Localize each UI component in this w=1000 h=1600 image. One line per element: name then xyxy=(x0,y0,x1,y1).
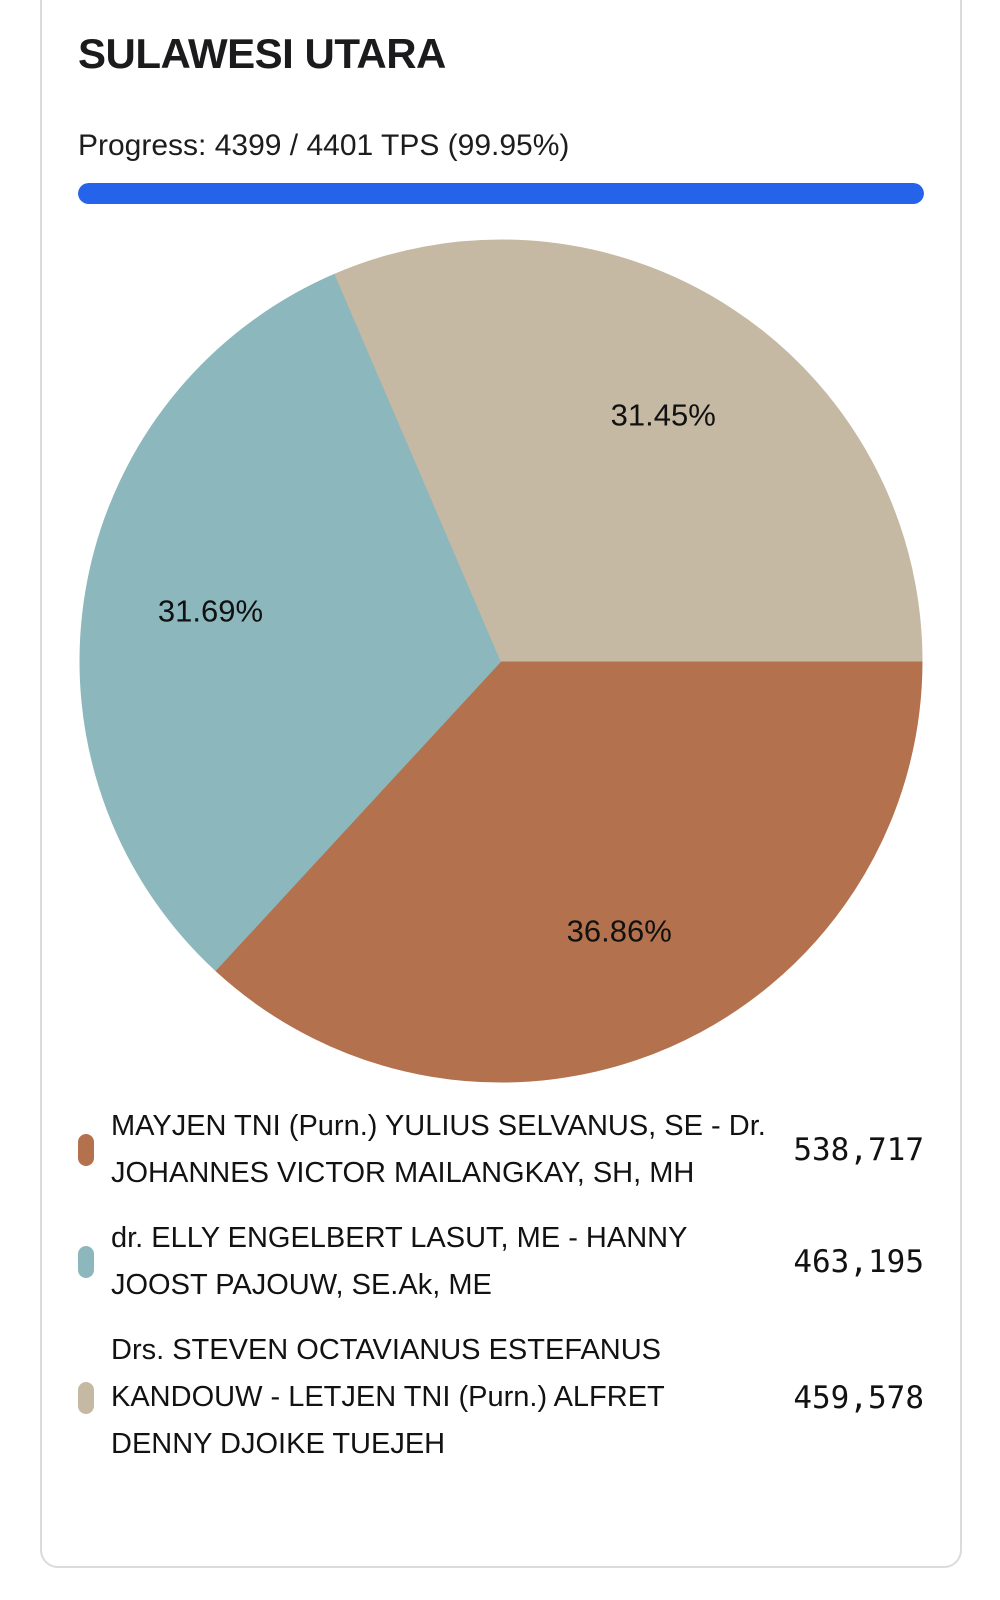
candidate-name: MAYJEN TNI (Purn.) YULIUS SELVANUS, SE -… xyxy=(111,1110,766,1190)
region-result-card: SULAWESI UTARA Progress: 4399 / 4401 TPS… xyxy=(40,0,962,1568)
pie-slice-1[interactable] xyxy=(214,660,923,1083)
vote-count: 538,717 xyxy=(793,1132,924,1169)
candidate-name: dr. ELLY ENGELBERT LASUT, ME - HANNY JOO… xyxy=(111,1222,687,1302)
vote-count: 459,578 xyxy=(793,1379,924,1416)
pie-slice-2[interactable] xyxy=(79,273,502,972)
chart-legend: MAYJEN TNI (Purn.) YULIUS SELVANUS, SE -… xyxy=(78,1103,924,1468)
legend-marker xyxy=(78,1246,94,1279)
pie-chart-container: 36.86% 31.69% 31.45% xyxy=(78,239,924,1083)
legend-marker xyxy=(78,1134,94,1167)
progress-bar-track xyxy=(78,183,924,205)
pie-slice-3[interactable] xyxy=(334,239,923,662)
legend-marker xyxy=(78,1381,94,1414)
legend-item-2[interactable]: dr. ELLY ENGELBERT LASUT, ME - HANNY JOO… xyxy=(78,1215,924,1309)
pie-chart: 36.86% 31.69% 31.45% xyxy=(79,239,923,1083)
pie-percent-label: 36.86% xyxy=(567,914,672,949)
legend-item-1[interactable]: MAYJEN TNI (Purn.) YULIUS SELVANUS, SE -… xyxy=(78,1103,924,1197)
progress-bar-fill xyxy=(78,183,924,205)
progress-text: Progress: 4399 / 4401 TPS (99.95%) xyxy=(78,129,570,163)
legend-item-3[interactable]: Drs. STEVEN OCTAVIANUS ESTEFANUS KANDOUW… xyxy=(78,1327,924,1468)
page-title: SULAWESI UTARA xyxy=(78,30,446,77)
pie-percent-label: 31.69% xyxy=(158,594,263,629)
vote-count: 463,195 xyxy=(793,1244,924,1281)
pie-percent-label: 31.45% xyxy=(611,398,716,433)
candidate-name: Drs. STEVEN OCTAVIANUS ESTEFANUS KANDOUW… xyxy=(111,1334,665,1461)
